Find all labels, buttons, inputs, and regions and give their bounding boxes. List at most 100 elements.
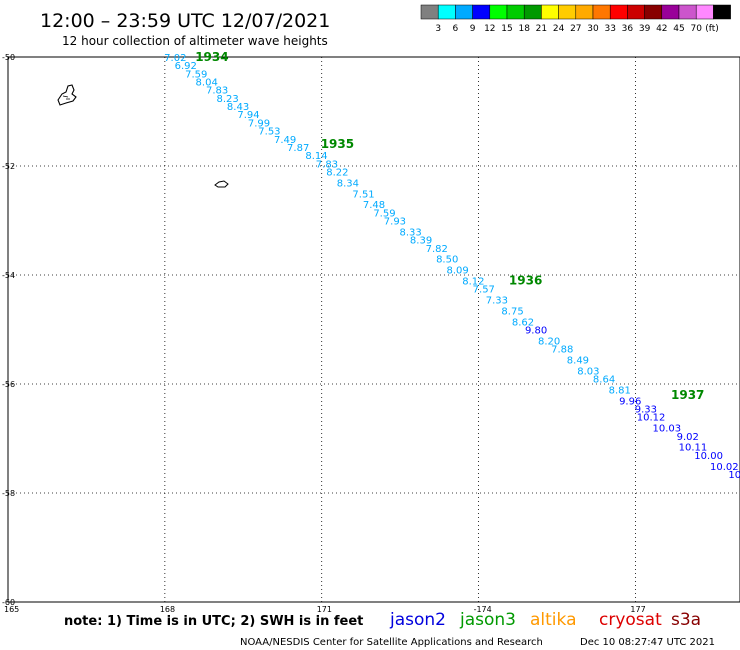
swh-reading: 8.43 xyxy=(227,102,249,113)
map-frame xyxy=(7,56,740,603)
swh-reading: 10.00 xyxy=(694,451,723,462)
color-scale-label: 33 xyxy=(604,24,615,34)
legend-cryosat: cryosat xyxy=(599,610,662,630)
swh-reading: 8.14 xyxy=(305,151,327,162)
swh-reading: 7.49 xyxy=(274,135,296,146)
swh-reading: 8.34 xyxy=(337,178,359,189)
swh-reading: 8.33 xyxy=(399,227,421,238)
color-scale-label: 24 xyxy=(553,24,565,34)
longitude-label: 168 xyxy=(160,605,175,614)
swh-reading: 7.87 xyxy=(287,143,309,154)
longitude-label: 177 xyxy=(630,605,645,614)
island-north xyxy=(57,84,77,106)
swh-reading: 8.09 xyxy=(447,266,469,277)
swh-reading: 9.80 xyxy=(525,326,547,337)
color-swatch xyxy=(575,4,594,20)
map-subtitle: 12 hour collection of altimeter wave hei… xyxy=(62,34,328,48)
swh-reading: 8.39 xyxy=(410,236,432,247)
color-swatch xyxy=(420,4,439,20)
color-swatch xyxy=(489,4,508,20)
legend-jason2: jason2 xyxy=(389,610,446,630)
color-swatch xyxy=(592,4,611,20)
color-scale-unit: (ft) xyxy=(705,24,719,34)
color-swatch xyxy=(541,4,559,20)
swh-reading: 10.02 xyxy=(710,462,739,473)
longitude-label: -174 xyxy=(474,605,492,614)
swh-reading: 8.75 xyxy=(501,306,523,317)
swh-reading: 7.57 xyxy=(473,285,495,296)
swh-reading: 10.12 xyxy=(637,413,666,424)
color-swatch xyxy=(678,4,697,20)
swh-reading: 9.33 xyxy=(635,405,657,416)
color-scale-label: 9 xyxy=(470,24,476,34)
color-scale-label: 15 xyxy=(501,24,512,34)
color-scale-label: 6 xyxy=(453,24,459,34)
swh-reading: 8.64 xyxy=(593,375,615,386)
legend-jason3: jason3 xyxy=(459,610,516,630)
credit-text: NOAA/NESDIS Center for Satellite Applica… xyxy=(240,637,543,648)
swh-reading: 7.99 xyxy=(248,118,270,129)
color-swatch xyxy=(627,4,645,20)
swh-reading: 6.92 xyxy=(175,61,197,72)
color-swatch xyxy=(506,4,525,20)
swh-reading: 8.23 xyxy=(216,94,238,105)
color-scale-label: 21 xyxy=(536,24,547,34)
island-south xyxy=(214,180,229,188)
color-scale-label: 39 xyxy=(639,24,651,34)
color-scale-label: 12 xyxy=(484,24,495,34)
swh-reading: 7.82 xyxy=(426,244,448,255)
swh-reading: 9.96 xyxy=(619,396,641,407)
swh-reading: 7.53 xyxy=(258,127,280,138)
color-swatch xyxy=(558,4,577,20)
latitude-labels: -50 -52 -54 -56 -58 -60 xyxy=(2,53,15,607)
swh-reading: 8.50 xyxy=(436,255,458,266)
swh-reading: 7.59 xyxy=(185,69,207,80)
pass-time-labels: 1934 1935 1936 1937 xyxy=(195,50,704,402)
color-swatch xyxy=(523,4,542,20)
swh-reading: 7.93 xyxy=(384,217,406,228)
latitude-label: -58 xyxy=(2,489,15,498)
pass-time-label: 1936 xyxy=(509,273,542,287)
swh-reading: 7.51 xyxy=(352,189,374,200)
latitude-label: -56 xyxy=(2,380,15,389)
swh-reading: 10.03 xyxy=(652,424,681,435)
latitude-label: -60 xyxy=(2,598,15,607)
swh-reading: 7.48 xyxy=(363,200,385,211)
color-scale-label: 70 xyxy=(690,24,702,34)
swh-reading: 8.12 xyxy=(462,276,484,287)
swh-reading: 8.49 xyxy=(567,355,589,366)
swh-reading: 7.83 xyxy=(206,86,228,97)
color-scale-label: 30 xyxy=(587,24,599,34)
color-swatch xyxy=(644,4,663,20)
swh-reading: 7.33 xyxy=(486,296,508,307)
color-scale-label: 42 xyxy=(656,24,667,34)
color-scale-label: 45 xyxy=(673,24,684,34)
color-scale-label: 3 xyxy=(435,24,441,34)
swh-reading: 7.94 xyxy=(237,110,259,121)
graticule xyxy=(8,57,740,602)
color-swatch xyxy=(455,4,473,20)
swh-reading: 9.02 xyxy=(677,432,699,443)
swh-reading: 8.81 xyxy=(609,385,631,396)
latitude-label: -50 xyxy=(2,53,15,62)
swh-reading: 7.88 xyxy=(551,345,573,356)
pass-time-label: 1934 xyxy=(195,50,228,64)
color-scale-label: 18 xyxy=(518,24,530,34)
latitude-label: -54 xyxy=(2,271,15,280)
latitude-label: -52 xyxy=(2,162,15,171)
color-swatch xyxy=(472,4,491,20)
color-scale-label: 36 xyxy=(622,24,634,34)
color-swatch xyxy=(713,4,731,20)
longitude-labels: 165 168 171 -174 177 xyxy=(4,605,646,614)
swh-reading: 8.22 xyxy=(326,167,348,178)
color-scale: 3 6 9 12 15 18 21 24 27 30 33 36 39 42 45 70 xyxy=(420,4,731,34)
satellite-legend: jason2 jason3 altika cryosat s3a xyxy=(389,610,701,630)
page-title: 12:00 – 23:59 UTC 12/07/2021 xyxy=(40,10,330,32)
color-swatch xyxy=(695,4,714,20)
color-swatch xyxy=(609,4,628,20)
longitude-label: 171 xyxy=(317,605,332,614)
pass-time-label: 1937 xyxy=(671,388,704,402)
color-swatch xyxy=(661,4,680,20)
swh-reading: 8.03 xyxy=(577,366,599,377)
